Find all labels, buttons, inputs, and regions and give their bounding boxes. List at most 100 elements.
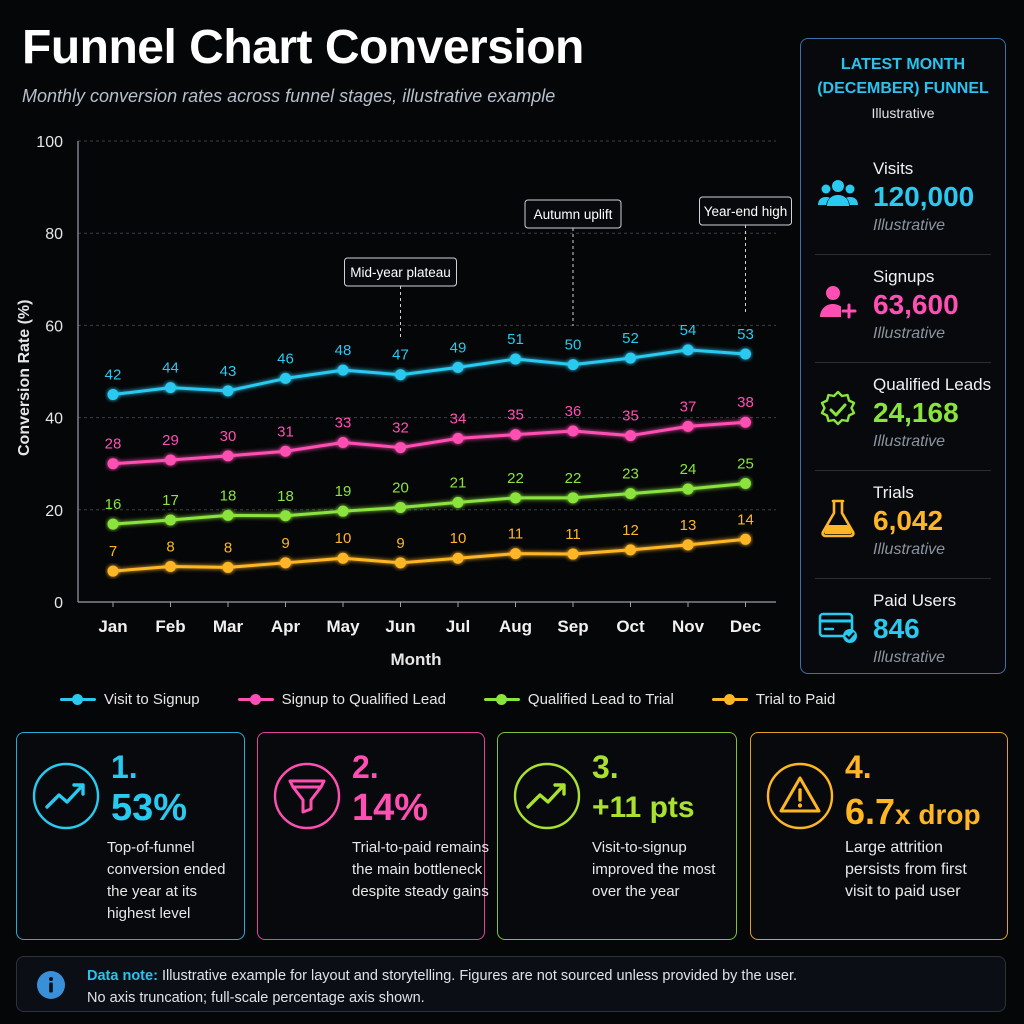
data-label: 8	[224, 539, 232, 556]
insight-card-3: 3. +11 pts Visit-to-signup improved the …	[497, 732, 737, 940]
annotation-label: Year-end high	[704, 204, 788, 219]
data-point	[395, 442, 406, 454]
data-label: 19	[335, 483, 352, 500]
insight-stat: 6.7x drop	[845, 791, 981, 834]
data-label: 18	[220, 487, 237, 504]
data-label: 53	[737, 326, 754, 343]
y-tick-label: 100	[36, 134, 63, 151]
data-note-line1: Illustrative example for layout and stor…	[161, 968, 798, 984]
panel-heading-line1: LATEST MONTH	[840, 56, 966, 73]
insight-stat-value: 6.7	[845, 791, 896, 832]
insight-card-1: 1. 53% Top-of-funnel conversion ended th…	[16, 732, 245, 940]
data-label: 35	[622, 408, 639, 425]
data-point	[395, 501, 406, 513]
data-label: 22	[507, 470, 524, 487]
info-icon	[37, 971, 65, 999]
data-point	[107, 458, 119, 470]
data-point	[740, 348, 751, 360]
data-label: 46	[277, 350, 294, 367]
data-label: 32	[392, 420, 409, 437]
metric-label: Signups	[873, 267, 935, 286]
data-label: 20	[392, 479, 409, 496]
panel-heading: LATEST MONTH (DECEMBER) FUNNEL	[801, 53, 1005, 101]
x-tick-label: May	[326, 617, 360, 636]
annotation-box	[699, 196, 792, 226]
data-label: 12	[622, 522, 639, 539]
series-line	[112, 420, 746, 466]
data-point	[165, 561, 176, 573]
metric-value: 24,168	[873, 397, 959, 428]
data-point	[567, 548, 579, 560]
data-point	[682, 344, 694, 356]
data-point	[222, 450, 234, 462]
insight-stat-suffix: x drop	[895, 799, 981, 830]
data-label: 49	[450, 339, 467, 356]
x-tick-label: Nov	[672, 617, 705, 636]
data-point	[452, 361, 464, 373]
data-label: 29	[162, 432, 179, 449]
y-tick-label: 20	[45, 503, 63, 520]
data-point	[510, 492, 521, 504]
legend-swatch	[60, 693, 96, 705]
legend-item-trial-to-paid: Trial to Paid	[711, 691, 835, 708]
data-point	[107, 518, 119, 530]
data-note-text: Data note: Illustrative example for layo…	[87, 965, 797, 1009]
data-point	[107, 389, 119, 401]
insight-stat: 14%	[352, 787, 429, 829]
data-label: 14	[737, 511, 754, 528]
panel-heading-line2: (DECEMBER) FUNNEL	[817, 80, 989, 97]
x-tick-label: Aug	[499, 617, 532, 636]
data-point	[567, 492, 579, 504]
legend-swatch	[483, 693, 520, 705]
x-tick-label: Feb	[155, 617, 185, 636]
insight-number: 3.	[592, 749, 619, 785]
y-tick-label: 60	[45, 318, 63, 335]
line-chart: 0 20 40 60 80 100 Jan Feb Mar Apr May Jun Jul Aug Sep O…	[36, 134, 792, 636]
data-note-label: Data note:	[87, 968, 158, 984]
series-line	[112, 482, 746, 526]
metric-value: 120,000	[873, 181, 975, 212]
data-label: 11	[508, 526, 524, 543]
data-label: 28	[105, 436, 122, 453]
divider	[815, 578, 991, 579]
data-point	[395, 557, 406, 569]
legend-label: Visit to Signup	[104, 690, 200, 708]
data-point	[337, 436, 349, 448]
data-label: 34	[450, 410, 467, 427]
x-tick-label: Jan	[98, 617, 127, 636]
insight-stat: 53%	[111, 787, 188, 829]
x-tick-label: Dec	[730, 617, 761, 636]
insight-card-4: 4. 6.7x drop Large attrition persists fr…	[750, 732, 1008, 940]
insight-stat: +11 pts	[592, 791, 695, 824]
series-line	[112, 537, 746, 573]
metric-note: Illustrative	[873, 217, 946, 234]
data-point	[280, 510, 291, 522]
y-tick-label: 40	[45, 411, 63, 428]
x-tick-label: Oct	[616, 617, 645, 636]
page-title: Funnel Chart Conversion	[22, 21, 584, 74]
metric-note: Illustrative	[873, 433, 946, 450]
data-label: 16	[105, 496, 122, 513]
metric-signups: Signups 63,600 Illustrative	[801, 255, 1005, 363]
data-label: 33	[335, 414, 352, 431]
divider	[815, 254, 991, 255]
user-plus-icon	[820, 286, 857, 319]
data-point	[510, 429, 521, 441]
data-point	[222, 385, 234, 397]
data-point	[337, 552, 349, 564]
legend-label: Signup to Qualified Lead	[281, 690, 446, 708]
data-label: 23	[622, 466, 639, 483]
data-point	[740, 416, 751, 428]
metric-label: Qualified Leads	[873, 375, 992, 394]
data-point	[682, 420, 694, 432]
data-point	[740, 533, 751, 545]
metric-value: 63,600	[873, 289, 959, 320]
x-tick-label: Mar	[213, 617, 244, 636]
metric-visits: Visits 120,000 Illustrative	[801, 147, 1005, 255]
data-label: 10	[450, 530, 467, 547]
data-point	[395, 369, 406, 381]
y-axis-title: Conversion Rate (%)	[16, 299, 33, 456]
data-label: 43	[220, 363, 237, 380]
data-label: 50	[565, 337, 582, 354]
trending-up-icon	[513, 762, 581, 830]
